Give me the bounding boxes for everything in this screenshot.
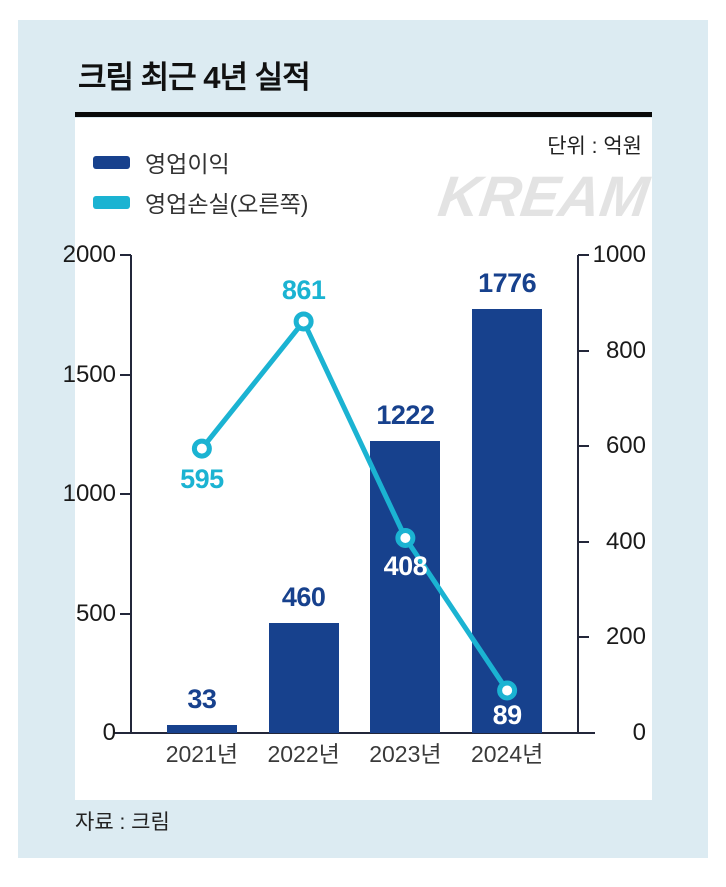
bar-2024년 — [472, 308, 543, 733]
right-axis-tick-label: 800 — [605, 336, 646, 364]
left-axis-tick-label: 1000 — [62, 480, 116, 507]
x-axis-label-2024년: 2024년 — [470, 741, 544, 767]
right-axis-tick-label: 1000 — [592, 241, 646, 268]
left-axis-tick — [120, 732, 131, 734]
chart-card: 크림 최근 4년 실적 영업이익 영업손실(오른쪽) 단위 : 억원 KREAM… — [18, 20, 708, 858]
left-axis-tick — [120, 254, 131, 256]
right-axis-tick — [578, 349, 589, 352]
x-axis-label-2021년: 2021년 — [165, 741, 239, 767]
line-value-label-2023년: 408 — [383, 550, 428, 581]
left-axis-tick-label: 1500 — [62, 360, 116, 388]
source-label: 자료 : 크림 — [75, 811, 170, 834]
left-axis-line — [130, 255, 132, 733]
right-axis-tick — [578, 445, 589, 448]
bar-value-label-2023년: 1222 — [376, 399, 435, 430]
x-axis-label-2023년: 2023년 — [369, 741, 442, 767]
right-axis-tick — [578, 732, 589, 734]
plot-area: 0 500 1000 1500 2000 0 200 400 600 800 1000 33 460 12… — [63, 118, 652, 800]
left-axis-tick — [120, 373, 131, 376]
right-axis-tick — [578, 636, 589, 639]
bar-value-label-2021년: 33 — [187, 684, 217, 715]
right-axis-tick — [578, 540, 589, 543]
left-axis-tick — [120, 493, 131, 495]
bar-2022년 — [268, 623, 339, 733]
x-axis-label-2022년: 2022년 — [267, 741, 340, 767]
line-point-2021년 — [191, 438, 212, 459]
legend-item-operating-profit: 영업이익 — [93, 142, 308, 182]
legend-item-operating-loss: 영업손실(오른쪽) — [93, 182, 308, 222]
bar-2021년 — [166, 725, 237, 733]
chart-title: 크림 최근 4년 실적 — [78, 60, 311, 95]
legend-label-operating-loss: 영업손실(오른쪽) — [145, 191, 309, 217]
title-rule — [75, 112, 652, 117]
line-value-label-2024년: 89 — [492, 700, 523, 730]
x-axis-line — [113, 732, 595, 734]
operating-loss-line — [199, 318, 510, 693]
right-axis-tick-label: 600 — [605, 432, 646, 460]
line-value-label-2022년: 861 — [281, 275, 326, 306]
left-axis-tick-label: 500 — [75, 599, 116, 627]
legend-swatch-line — [93, 195, 130, 209]
line-point-2022년 — [293, 311, 314, 332]
unit-label: 단위 : 억원 — [547, 135, 642, 158]
left-axis-tick — [120, 612, 131, 615]
legend-label-operating-profit: 영업이익 — [145, 151, 230, 177]
bar-value-label-2022년: 460 — [281, 582, 326, 613]
left-axis-tick-label: 2000 — [62, 241, 116, 268]
legend: 영업이익 영업손실(오른쪽) — [93, 142, 308, 222]
right-axis-line — [577, 255, 579, 733]
legend-swatch-bar — [93, 155, 130, 169]
bar-value-label-2024년: 1776 — [478, 267, 537, 298]
right-axis-tick-label: 400 — [605, 527, 646, 555]
left-axis-tick-label: 0 — [102, 719, 116, 746]
line-value-label-2021년: 595 — [180, 463, 224, 494]
right-axis-tick-label: 0 — [632, 719, 646, 746]
right-axis-tick — [578, 254, 589, 256]
bar-2023년 — [370, 440, 441, 733]
right-axis-tick-label: 200 — [605, 623, 646, 651]
chart-panel: 영업이익 영업손실(오른쪽) 단위 : 억원 KREAM 0 500 1000 150… — [63, 118, 652, 800]
